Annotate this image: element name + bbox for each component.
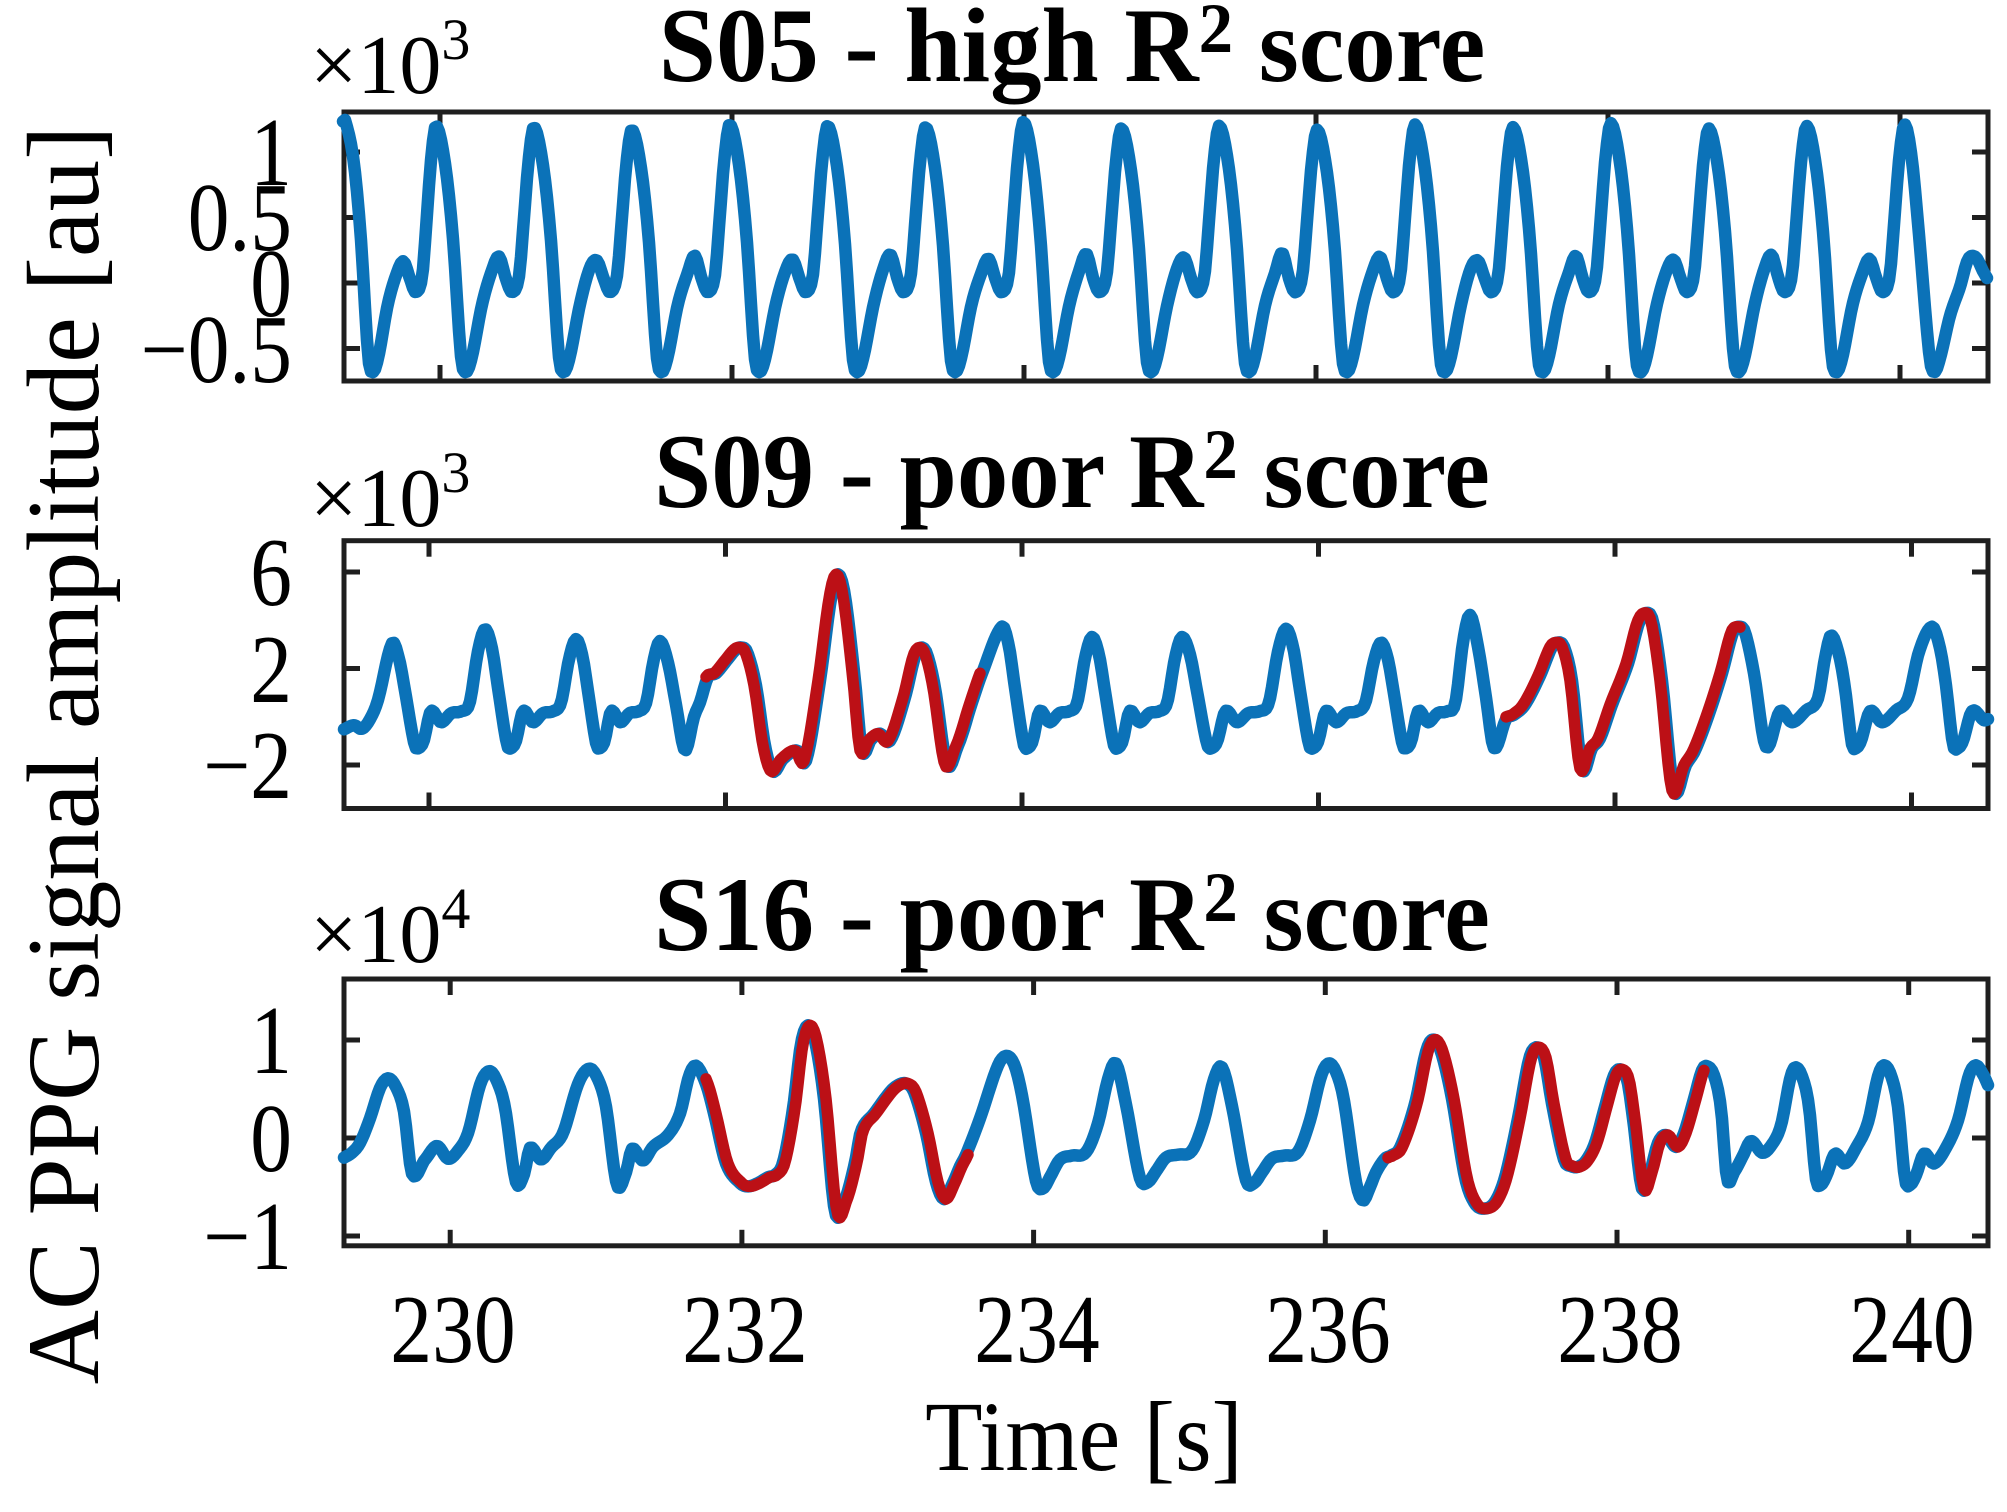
svg-text:S16 - poor R2 score: S16 - poor R2 score: [654, 856, 1490, 974]
svg-text:×103: ×103: [310, 440, 470, 545]
svg-text:238: 238: [1557, 1275, 1682, 1383]
svg-text:234: 234: [974, 1275, 1099, 1383]
svg-text:S05 - high R2 score: S05 - high R2 score: [659, 0, 1485, 104]
svg-text:1: 1: [250, 986, 292, 1094]
svg-text:0: 0: [250, 229, 292, 337]
svg-text:0: 0: [250, 1084, 292, 1192]
svg-text:−2: −2: [203, 711, 292, 819]
svg-text:S09 - poor R2 score: S09 - poor R2 score: [654, 413, 1490, 531]
svg-text:Time [s]: Time [s]: [925, 1381, 1243, 1491]
svg-text:6: 6: [250, 518, 292, 626]
svg-text:2: 2: [250, 615, 292, 723]
svg-text:1: 1: [250, 98, 292, 206]
svg-text:−0.5: −0.5: [141, 295, 292, 403]
svg-text:AC PPG signal amplitude [au]: AC PPG signal amplitude [au]: [7, 126, 121, 1385]
svg-text:240: 240: [1849, 1275, 1974, 1383]
svg-text:0.5: 0.5: [188, 163, 292, 271]
svg-text:230: 230: [390, 1275, 515, 1383]
svg-text:−1: −1: [203, 1182, 292, 1290]
svg-text:236: 236: [1265, 1275, 1390, 1383]
svg-text:232: 232: [682, 1275, 807, 1383]
